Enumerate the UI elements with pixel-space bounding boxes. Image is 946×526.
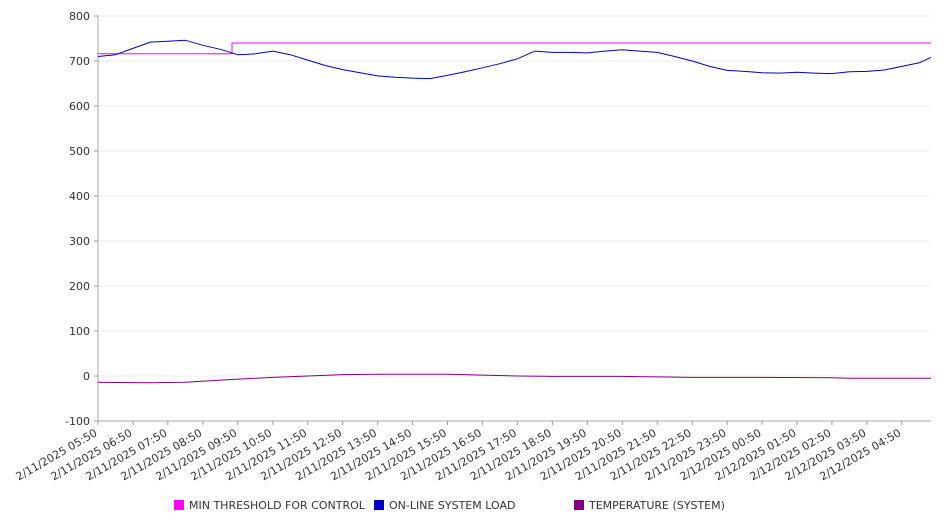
axes — [97, 16, 931, 422]
y-tick-label: -100 — [65, 415, 90, 428]
series-line-1 — [97, 39, 932, 80]
series-line-0 — [98, 42, 931, 55]
legend-label-temperature: TEMPERATURE (SYSTEM) — [589, 499, 725, 512]
y-tick-label: 800 — [69, 10, 90, 23]
legend-item-min-threshold: MIN THRESHOLD FOR CONTROL — [174, 499, 365, 512]
legend-swatch-temperature — [574, 500, 584, 510]
y-tick-label: 100 — [69, 325, 90, 338]
legend-item-system-load: ON-LINE SYSTEM LOAD — [374, 499, 515, 512]
y-tick-label: 600 — [69, 100, 90, 113]
line-chart: 800 700 600 500 400 300 200 100 0 -100 2/11/2025 … — [14, 10, 932, 483]
y-tick-label: 700 — [69, 55, 90, 68]
y-tick-label: 200 — [69, 280, 90, 293]
y-axis-ticks: 800 700 600 500 400 300 200 100 0 -100 — [65, 10, 98, 428]
y-tick-label: 400 — [69, 190, 90, 203]
legend-label-system-load: ON-LINE SYSTEM LOAD — [389, 499, 516, 512]
x-axis-ticks: 2/11/2025 05:502/11/2025 06:502/11/2025 … — [14, 421, 903, 483]
legend-swatch-min-threshold — [174, 500, 184, 510]
y-tick-label: 0 — [83, 370, 90, 383]
y-tick-label: 300 — [69, 235, 90, 248]
legend-item-temperature: TEMPERATURE (SYSTEM) — [574, 499, 725, 512]
series-lines — [97, 39, 932, 384]
legend-swatch-system-load — [374, 500, 384, 510]
y-tick-label: 500 — [69, 145, 90, 158]
series-line-2 — [97, 373, 931, 384]
gridlines — [98, 15, 931, 422]
legend-label-min-threshold: MIN THRESHOLD FOR CONTROL — [189, 499, 365, 512]
